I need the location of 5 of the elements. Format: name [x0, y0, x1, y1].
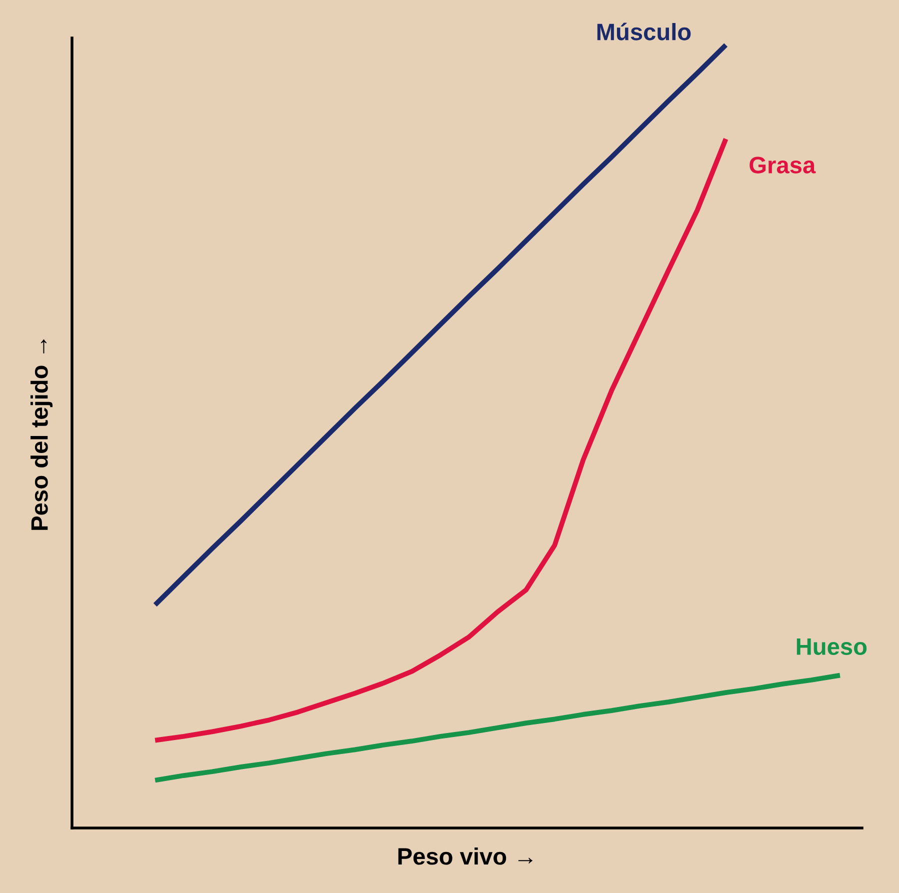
series-label: Músculo: [597, 22, 691, 40]
series-label: Grasa: [750, 156, 816, 174]
series-label: Hueso: [796, 638, 867, 655]
x-axis-title: Peso vivo →: [398, 847, 532, 865]
y-axis-title: Peso del tejido →: [30, 339, 53, 530]
